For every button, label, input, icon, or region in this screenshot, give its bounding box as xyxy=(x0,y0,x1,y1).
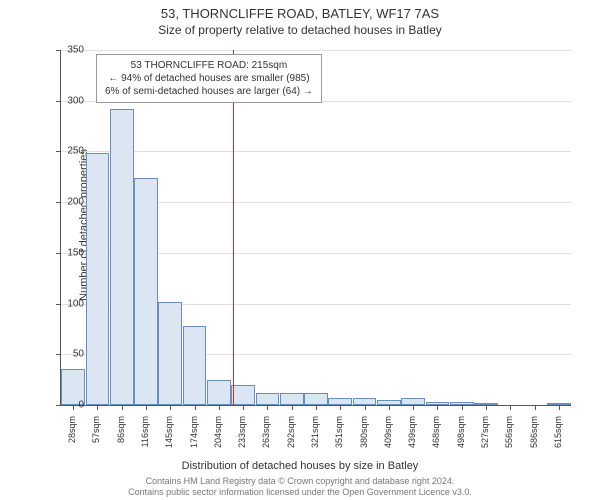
xtick-mark xyxy=(437,405,438,410)
footnote-line2: Contains public sector information licen… xyxy=(0,487,600,498)
xtick-mark xyxy=(486,405,487,410)
bar xyxy=(328,398,352,405)
bar xyxy=(231,385,255,405)
xtick-label: 498sqm xyxy=(456,416,466,466)
ytick-label: 200 xyxy=(54,197,84,208)
bar xyxy=(401,398,425,405)
xtick-mark xyxy=(267,405,268,410)
ytick-label: 0 xyxy=(54,400,84,411)
xtick-label: 351sqm xyxy=(334,416,344,466)
xtick-mark xyxy=(340,405,341,410)
ytick-label: 150 xyxy=(54,247,84,258)
bar xyxy=(304,393,328,405)
xtick-mark xyxy=(146,405,147,410)
xtick-mark xyxy=(316,405,317,410)
xtick-label: 116sqm xyxy=(140,416,150,466)
bar xyxy=(158,302,182,405)
xtick-label: 615sqm xyxy=(553,416,563,466)
xtick-mark xyxy=(195,405,196,410)
xtick-mark xyxy=(462,405,463,410)
xtick-label: 380sqm xyxy=(359,416,369,466)
xtick-label: 321sqm xyxy=(310,416,320,466)
xtick-label: 409sqm xyxy=(383,416,393,466)
xtick-mark xyxy=(122,405,123,410)
chart-header: 53, THORNCLIFFE ROAD, BATLEY, WF17 7AS S… xyxy=(0,0,600,37)
xtick-mark xyxy=(219,405,220,410)
xtick-mark xyxy=(413,405,414,410)
xtick-label: 292sqm xyxy=(286,416,296,466)
xtick-label: 586sqm xyxy=(529,416,539,466)
xtick-mark xyxy=(559,405,560,410)
xtick-label: 439sqm xyxy=(407,416,417,466)
footnote-line1: Contains HM Land Registry data © Crown c… xyxy=(0,476,600,487)
xtick-mark xyxy=(243,405,244,410)
annotation-line3: 6% of semi-detached houses are larger (6… xyxy=(105,85,313,98)
ytick-label: 50 xyxy=(54,349,84,360)
bar xyxy=(207,380,231,405)
gridline xyxy=(61,50,571,51)
xtick-mark xyxy=(97,405,98,410)
chart-subtitle: Size of property relative to detached ho… xyxy=(0,23,600,37)
xtick-mark xyxy=(170,405,171,410)
xtick-label: 468sqm xyxy=(431,416,441,466)
xtick-label: 57sqm xyxy=(91,416,101,466)
ytick-label: 250 xyxy=(54,146,84,157)
ytick-label: 300 xyxy=(54,95,84,106)
annotation-box: 53 THORNCLIFFE ROAD: 215sqm ← 94% of det… xyxy=(96,54,322,103)
bar xyxy=(86,153,110,405)
xtick-label: 86sqm xyxy=(116,416,126,466)
ytick-label: 100 xyxy=(54,298,84,309)
xtick-label: 263sqm xyxy=(261,416,271,466)
annotation-line2: ← 94% of detached houses are smaller (98… xyxy=(105,72,313,85)
xtick-label: 556sqm xyxy=(504,416,514,466)
xtick-mark xyxy=(365,405,366,410)
xtick-label: 28sqm xyxy=(67,416,77,466)
ytick-label: 350 xyxy=(54,45,84,56)
gridline xyxy=(61,151,571,152)
xtick-label: 204sqm xyxy=(213,416,223,466)
xtick-label: 174sqm xyxy=(189,416,199,466)
chart-container: 53, THORNCLIFFE ROAD, BATLEY, WF17 7AS S… xyxy=(0,0,600,500)
bar xyxy=(256,393,280,405)
xtick-label: 527sqm xyxy=(480,416,490,466)
xtick-mark xyxy=(292,405,293,410)
bar xyxy=(353,398,377,405)
bar xyxy=(110,109,134,405)
chart-title: 53, THORNCLIFFE ROAD, BATLEY, WF17 7AS xyxy=(0,6,600,21)
xtick-label: 145sqm xyxy=(164,416,174,466)
xtick-label: 233sqm xyxy=(237,416,247,466)
reference-line xyxy=(233,50,234,405)
plot-area xyxy=(60,50,571,406)
footnote: Contains HM Land Registry data © Crown c… xyxy=(0,476,600,498)
xtick-mark xyxy=(510,405,511,410)
bar xyxy=(280,393,304,405)
xtick-mark xyxy=(535,405,536,410)
bar xyxy=(183,326,207,405)
bar xyxy=(134,178,158,405)
xtick-mark xyxy=(389,405,390,410)
annotation-line1: 53 THORNCLIFFE ROAD: 215sqm xyxy=(105,59,313,72)
